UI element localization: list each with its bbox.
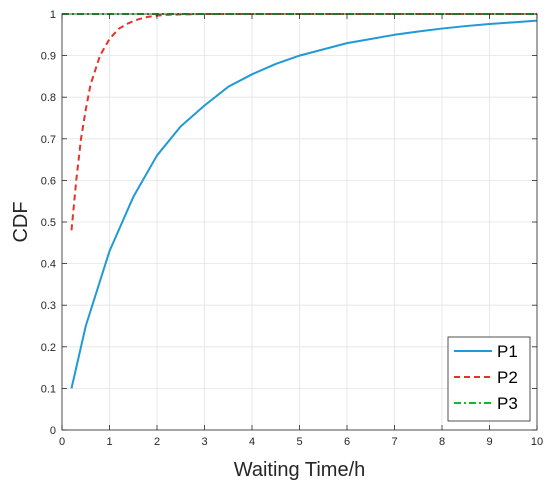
legend-label: P3 <box>497 394 518 413</box>
x-tick-label: 6 <box>344 436 350 448</box>
x-tick-label: 5 <box>296 436 302 448</box>
x-tick-label: 0 <box>59 436 65 448</box>
x-tick-label: 1 <box>106 436 112 448</box>
y-tick-label: 0.2 <box>41 342 56 354</box>
y-tick-label: 0.4 <box>41 259 56 271</box>
x-tick-label: 4 <box>249 436 255 448</box>
y-tick-label: 0.9 <box>41 51 56 63</box>
x-tick-label: 8 <box>439 436 445 448</box>
x-tick-label: 3 <box>201 436 207 448</box>
y-tick-label: 0.3 <box>41 300 56 312</box>
legend-label: P1 <box>497 342 518 361</box>
x-tick-label: 9 <box>486 436 492 448</box>
y-tick-label: 0.6 <box>41 175 56 187</box>
y-tick-label: 0.8 <box>41 92 56 104</box>
y-tick-label: 0 <box>50 425 56 437</box>
x-tick-label: 7 <box>391 436 397 448</box>
y-tick-label: 0.5 <box>41 217 56 229</box>
x-axis-label: Waiting Time/h <box>234 459 366 481</box>
x-tick-label: 2 <box>154 436 160 448</box>
x-tick-label: 10 <box>531 436 543 448</box>
y-tick-label: 1 <box>50 9 56 21</box>
legend: P1 P2 P3 <box>447 336 531 422</box>
y-tick-label: 0.1 <box>41 383 56 395</box>
y-tick-label: 0.7 <box>41 134 56 146</box>
y-axis-label: CDF <box>10 201 32 242</box>
legend-label: P2 <box>497 368 518 387</box>
series-line-p1 <box>70 19 538 389</box>
tick-layer: 0 1 2 3 4 5 6 7 8 9 10 0 0.1 0.2 0.3 0.4 0.5 0.6 0.7 0.8 0.9… <box>41 9 543 448</box>
